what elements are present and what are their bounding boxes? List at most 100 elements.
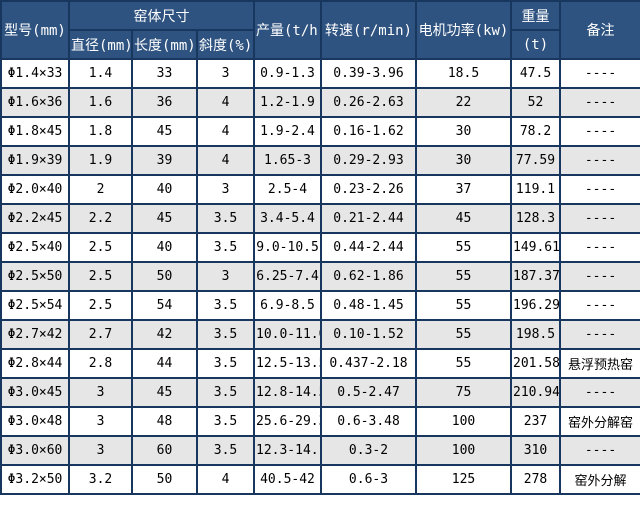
cell-remark: ---- (559, 261, 640, 292)
table-row: Φ2.8×44 2.8 44 3.5 12.5-13.5 0.437-2.18 … (0, 348, 640, 379)
header-weight-unit: (t) (510, 29, 561, 60)
table-row: Φ3.0×45 3 45 3.5 12.8-14.5 0.5-2.47 75 2… (0, 377, 640, 408)
cell-length: 44 (131, 348, 198, 379)
cell-diameter: 2.8 (68, 348, 133, 379)
cell-output: 12.8-14.5 (253, 377, 322, 408)
cell-diameter: 1.6 (68, 87, 133, 118)
header-row-2: 直径(mm) 长度(mm) 斜度(%) (t) (1, 29, 640, 60)
cell-speed: 0.26-2.63 (320, 87, 417, 118)
header-diameter: 直径(mm) (68, 29, 133, 60)
cell-diameter: 2.5 (68, 261, 133, 292)
header-weight: 重量 (510, 0, 561, 31)
cell-slope: 4 (196, 116, 255, 147)
cell-slope: 3.5 (196, 319, 255, 350)
cell-model: Φ2.5×54 (0, 290, 70, 321)
cell-weight: 52 (510, 87, 561, 118)
cell-weight: 310 (510, 435, 561, 466)
cell-slope: 3 (196, 174, 255, 205)
cell-speed: 0.39-3.96 (320, 58, 417, 89)
cell-model: Φ2.0×40 (0, 174, 70, 205)
cell-weight: 78.2 (510, 116, 561, 147)
cell-power: 37 (415, 174, 512, 205)
table-row: Φ3.0×48 3 48 3.5 25.6-29.3 0.6-3.48 100 … (0, 406, 640, 437)
cell-output: 2.5-4 (253, 174, 322, 205)
table-row: Φ1.6×36 1.6 36 4 1.2-1.9 0.26-2.63 22 52… (0, 87, 640, 118)
cell-slope: 3.5 (196, 232, 255, 263)
cell-slope: 4 (196, 87, 255, 118)
cell-output: 12.3-14.1 (253, 435, 322, 466)
cell-length: 42 (131, 319, 198, 350)
cell-weight: 201.58 (510, 348, 561, 379)
cell-model: Φ2.8×44 (0, 348, 70, 379)
table-row: Φ1.4×33 1.4 33 3 0.9-1.3 0.39-3.96 18.5 … (0, 58, 640, 89)
table-row: Φ2.5×54 2.5 54 3.5 6.9-8.5 0.48-1.45 55 … (0, 290, 640, 321)
cell-diameter: 3 (68, 377, 133, 408)
cell-remark: ---- (559, 232, 640, 263)
cell-speed: 0.3-2 (320, 435, 417, 466)
cell-model: Φ3.0×45 (0, 377, 70, 408)
cell-speed: 0.437-2.18 (320, 348, 417, 379)
cell-speed: 0.6-3.48 (320, 406, 417, 437)
cell-output: 9.0-10.5 (253, 232, 322, 263)
cell-speed: 0.16-1.62 (320, 116, 417, 147)
cell-output: 40.5-42 (253, 464, 322, 495)
cell-length: 36 (131, 87, 198, 118)
cell-power: 22 (415, 87, 512, 118)
cell-power: 55 (415, 261, 512, 292)
cell-remark: ---- (559, 145, 640, 176)
cell-model: Φ2.5×40 (0, 232, 70, 263)
header-output: 产量(t/h) (253, 0, 322, 60)
cell-remark: ---- (559, 58, 640, 89)
cell-length: 40 (131, 232, 198, 263)
header-length: 长度(mm) (131, 29, 198, 60)
cell-weight: 47.5 (510, 58, 561, 89)
cell-diameter: 1.8 (68, 116, 133, 147)
cell-remark: 悬浮预热窑 (559, 348, 640, 379)
table-row: Φ2.5×40 2.5 40 3.5 9.0-10.5 0.44-2.44 55… (0, 232, 640, 263)
cell-remark: ---- (559, 203, 640, 234)
cell-output: 12.5-13.5 (253, 348, 322, 379)
cell-remark: ---- (559, 87, 640, 118)
table-body: Φ1.4×33 1.4 33 3 0.9-1.3 0.39-3.96 18.5 … (0, 58, 640, 495)
cell-remark: 窑外分解窑 (559, 406, 640, 437)
header-slope: 斜度(%) (196, 29, 255, 60)
cell-weight: 278 (510, 464, 561, 495)
table-header: 型号(mm) 窑体尺寸 产量(t/h) 转速(r/min) 电机功率(kw) 重… (0, 0, 640, 60)
table-row: Φ1.9×39 1.9 39 4 1.65-3 0.29-2.93 30 77.… (0, 145, 640, 176)
cell-model: Φ1.6×36 (0, 87, 70, 118)
cell-diameter: 3.2 (68, 464, 133, 495)
table-row: Φ1.8×45 1.8 45 4 1.9-2.4 0.16-1.62 30 78… (0, 116, 640, 147)
cell-weight: 198.5 (510, 319, 561, 350)
header-row-1: 型号(mm) 窑体尺寸 产量(t/h) 转速(r/min) 电机功率(kw) 重… (0, 0, 640, 60)
cell-length: 50 (131, 464, 198, 495)
cell-weight: 149.61 (510, 232, 561, 263)
cell-output: 1.65-3 (253, 145, 322, 176)
cell-remark: ---- (559, 116, 640, 147)
cell-output: 10.0-11.0 (253, 319, 322, 350)
cell-length: 45 (131, 203, 198, 234)
cell-output: 25.6-29.3 (253, 406, 322, 437)
cell-model: Φ2.7×42 (0, 319, 70, 350)
cell-power: 55 (415, 319, 512, 350)
cell-output: 6.25-7.4 (253, 261, 322, 292)
table-row: Φ3.2×50 3.2 50 4 40.5-42 0.6-3 125 278 窑… (0, 464, 640, 495)
cell-length: 33 (131, 58, 198, 89)
cell-model: Φ1.9×39 (0, 145, 70, 176)
header-motor-power: 电机功率(kw) (415, 0, 512, 60)
cell-speed: 0.21-2.44 (320, 203, 417, 234)
cell-length: 40 (131, 174, 198, 205)
table-row: Φ2.5×50 2.5 50 3 6.25-7.4 0.62-1.86 55 1… (0, 261, 640, 292)
header-model: 型号(mm) (0, 0, 70, 60)
cell-model: Φ1.4×33 (0, 58, 70, 89)
cell-length: 48 (131, 406, 198, 437)
table-row: Φ2.2×45 2.2 45 3.5 3.4-5.4 0.21-2.44 45 … (0, 203, 640, 234)
cell-weight: 196.29 (510, 290, 561, 321)
cell-power: 125 (415, 464, 512, 495)
cell-speed: 0.23-2.26 (320, 174, 417, 205)
cell-power: 30 (415, 145, 512, 176)
table-row: Φ3.0×60 3 60 3.5 12.3-14.1 0.3-2 100 310… (0, 435, 640, 466)
cell-weight: 77.59 (510, 145, 561, 176)
cell-length: 54 (131, 290, 198, 321)
cell-remark: 窑外分解 (559, 464, 640, 495)
cell-speed: 0.6-3 (320, 464, 417, 495)
